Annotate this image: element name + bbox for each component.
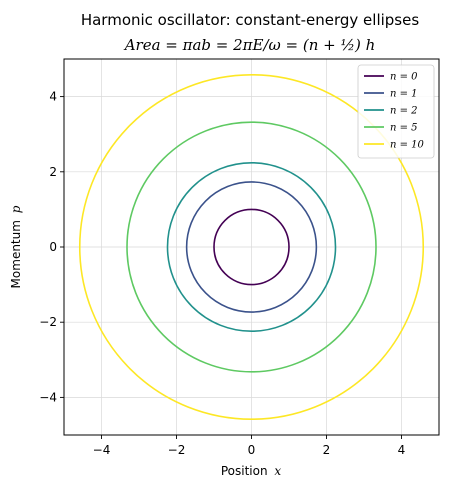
legend-entry-n-0: n = 0 [390,72,418,83]
y-tick-label: 2 [49,165,57,179]
y-tick-label: 0 [49,240,57,254]
axis-ticks: −4 −2 0 2 4 −4 −2 0 2 4 [39,90,405,457]
x-tick-label: −2 [168,443,186,457]
x-tick-label: −4 [93,443,111,457]
ellipse-n-1 [185,181,318,313]
chart-subtitle: Area = πab = 2πE/ω = (n + ½) h [123,36,376,54]
x-tick-label: 2 [323,443,331,457]
ellipse-n-10 [78,73,425,421]
x-axis-label-var: x [274,464,281,478]
legend-entry-n-2: n = 2 [390,106,418,117]
legend-box [357,64,435,159]
x-axis-label-text: Position [221,464,268,478]
ellipse-n-5 [126,121,377,373]
legend-entry-n-1: n = 1 [390,89,418,100]
x-axis-label: Position x [221,464,282,478]
chart-title: Harmonic oscillator: constant-energy ell… [81,11,420,29]
legend: n = 0 n = 1 n = 2 n = 5 n = 10 [357,64,435,159]
y-tick-label: 4 [49,90,57,104]
legend-entry-n-5: n = 5 [390,123,418,134]
y-axis-label-var: p [9,205,23,213]
x-tick-label: 4 [398,443,406,457]
chart-subtitle-text: Area = πab = 2πE/ω = (n + ½) h [123,36,376,54]
ellipse-n-0 [213,208,290,286]
x-tick-label: 0 [248,443,256,457]
y-tick-label: −2 [39,315,57,329]
y-tick-label: −4 [39,390,57,404]
legend-entry-n-10: n = 10 [390,140,425,151]
ellipse-curves [78,73,425,421]
y-axis-label-text: Momentum [9,220,23,288]
y-axis-label: Momentum p [9,205,23,288]
ellipse-n-2 [166,161,337,333]
